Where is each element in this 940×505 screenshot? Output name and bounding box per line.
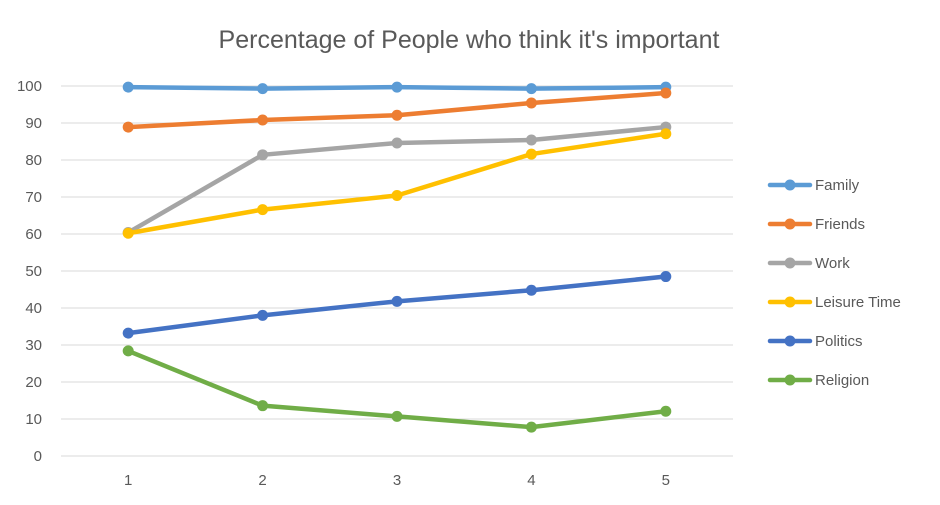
data-point-politics [257, 309, 269, 321]
y-tick-label: 60 [25, 226, 42, 243]
data-point-politics [660, 271, 672, 283]
data-point-religion [660, 405, 672, 417]
y-tick-label: 40 [25, 300, 42, 317]
data-point-leisure-time [122, 227, 134, 239]
legend-label: Friends [815, 216, 865, 233]
x-axis: 1 2 3 4 5 [124, 472, 670, 489]
legend-label: Religion [815, 372, 869, 389]
legend-item-leisure-time: Leisure Time [767, 294, 901, 311]
y-tick-label: 50 [25, 263, 42, 280]
y-tick-label: 90 [25, 115, 42, 132]
data-point-friends [122, 121, 134, 133]
data-point-leisure-time [525, 148, 537, 160]
y-tick-label: 70 [25, 189, 42, 206]
series-leisure-time [122, 128, 672, 239]
y-tick-label: 20 [25, 374, 42, 391]
legend-item-religion: Religion [767, 372, 869, 389]
x-tick-label: 4 [527, 472, 535, 489]
x-tick-label: 2 [258, 472, 266, 489]
data-point-friends [525, 97, 537, 109]
legend-marker [784, 218, 796, 230]
y-tick-label: 0 [34, 448, 42, 465]
data-point-family [257, 83, 269, 95]
y-tick-label: 100 [17, 78, 42, 95]
legend-marker [784, 179, 796, 191]
y-tick-label: 80 [25, 152, 42, 169]
x-tick-label: 3 [393, 472, 401, 489]
data-point-family [122, 81, 134, 93]
series-religion [122, 345, 672, 433]
data-point-religion [391, 410, 403, 422]
series-lines [122, 81, 672, 433]
x-tick-label: 1 [124, 472, 132, 489]
data-point-friends [257, 114, 269, 126]
data-point-leisure-time [660, 128, 672, 140]
legend-item-work: Work [767, 255, 850, 272]
series-politics [122, 271, 672, 339]
y-tick-label: 30 [25, 337, 42, 354]
data-point-work [391, 137, 403, 149]
legend-label: Leisure Time [815, 294, 901, 311]
legend-item-politics: Politics [767, 333, 863, 350]
data-point-friends [660, 87, 672, 99]
legend: Family Friends Work Leisure Time Politics Rel… [767, 177, 901, 389]
data-point-family [391, 81, 403, 93]
series-friends [122, 87, 672, 133]
data-point-religion [525, 421, 537, 433]
legend-label: Work [815, 255, 850, 272]
data-point-work [257, 149, 269, 161]
legend-marker [784, 374, 796, 386]
data-point-leisure-time [257, 204, 269, 216]
data-point-religion [257, 400, 269, 412]
legend-item-friends: Friends [767, 216, 865, 233]
legend-label: Family [815, 177, 860, 194]
data-point-leisure-time [391, 190, 403, 202]
data-point-religion [122, 345, 134, 357]
data-point-politics [391, 295, 403, 307]
legend-item-family: Family [767, 177, 860, 194]
chart-title: Percentage of People who think it's impo… [219, 26, 720, 54]
data-point-politics [122, 327, 134, 339]
legend-marker [784, 257, 796, 269]
series-family [122, 81, 672, 95]
data-point-politics [525, 284, 537, 296]
y-tick-label: 10 [25, 411, 42, 428]
legend-label: Politics [815, 333, 863, 350]
y-axis: 0 10 20 30 40 50 60 70 80 90 100 [17, 78, 42, 465]
data-point-friends [391, 109, 403, 121]
legend-marker [784, 335, 796, 347]
data-point-family [525, 83, 537, 95]
x-tick-label: 5 [662, 472, 670, 489]
data-point-work [525, 134, 537, 146]
legend-marker [784, 296, 796, 308]
